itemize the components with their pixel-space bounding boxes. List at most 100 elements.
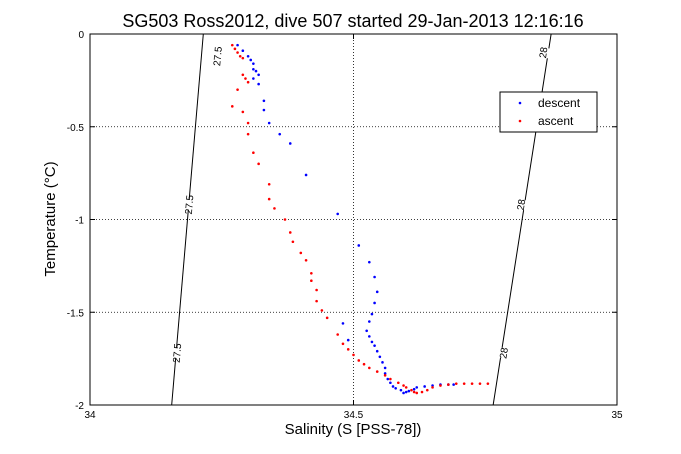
descent-point — [423, 385, 426, 388]
ascent-point — [238, 54, 242, 58]
ascent-point — [267, 197, 271, 201]
legend: descent ascent — [499, 91, 598, 133]
descent-point — [399, 388, 403, 392]
descent-point — [370, 312, 374, 316]
ascent-point — [402, 384, 405, 387]
descent-point — [402, 391, 405, 395]
ascent-point — [246, 121, 250, 125]
ascent-point — [310, 279, 313, 283]
legend-box — [499, 91, 598, 133]
descent-point — [336, 212, 339, 216]
ascent-point — [315, 299, 318, 303]
ascent-point — [325, 316, 329, 320]
descent-point — [278, 132, 282, 136]
descent-point — [246, 54, 250, 58]
ascent-point — [341, 342, 345, 346]
ascent-point — [310, 271, 313, 275]
descent-point — [404, 390, 408, 394]
ascent-point — [375, 370, 379, 373]
ascent-point — [470, 382, 474, 385]
ascent-point — [304, 259, 308, 262]
ascent-point — [315, 288, 318, 292]
descent-point — [412, 387, 416, 391]
descent-point — [375, 349, 379, 353]
descent-point — [389, 381, 392, 385]
ascent-point — [389, 377, 392, 381]
y-tick-label: -1.5 — [67, 308, 85, 319]
ascent-point — [412, 390, 416, 394]
ascent-point — [273, 207, 276, 210]
ascent-point — [336, 333, 339, 336]
descent-point — [346, 338, 350, 342]
x-tick-label: 34.5 — [344, 410, 364, 421]
descent-point — [370, 340, 374, 344]
ascent-point — [244, 77, 247, 80]
ascent-point — [257, 162, 260, 166]
grid — [90, 34, 617, 405]
ascent-point — [320, 309, 324, 312]
descent-point — [373, 301, 376, 305]
descent-point — [357, 244, 361, 247]
descent-point — [394, 387, 397, 390]
descent-point — [431, 384, 434, 387]
data-points — [230, 43, 490, 395]
isopycnal-label: 28 — [498, 346, 511, 359]
ascent-point — [357, 359, 361, 362]
ascent-point — [368, 366, 371, 370]
descent-point — [373, 275, 376, 279]
ascent-point — [462, 382, 466, 385]
isopycnal-label-bg — [491, 346, 517, 360]
ascent-point — [291, 240, 295, 244]
descent-point — [254, 69, 258, 73]
isopycnal-label: 28 — [516, 198, 529, 211]
legend-ascent-marker — [518, 119, 522, 123]
ascent-point — [486, 382, 490, 385]
y-axis-label: Temperature (°C) — [42, 161, 59, 276]
y-tick-label: -0.5 — [67, 123, 85, 134]
descent-point — [373, 344, 376, 347]
ascent-point — [383, 374, 387, 377]
legend-descent-label: descent — [538, 96, 581, 110]
descent-point — [257, 73, 260, 77]
ascent-point — [236, 88, 239, 91]
ascent-point — [241, 73, 245, 77]
legend-descent-marker — [518, 101, 522, 105]
ascent-point — [288, 231, 292, 234]
chart-title: SG503 Ross2012, dive 507 started 29-Jan-… — [122, 11, 583, 31]
descent-point — [368, 260, 371, 264]
descent-point — [378, 355, 382, 359]
ascent-point — [415, 391, 419, 395]
ascent-point — [362, 362, 366, 366]
ascent-point — [431, 386, 434, 389]
isopycnal-label-bg — [508, 197, 534, 212]
descent-point — [383, 372, 387, 375]
descent-point — [375, 290, 379, 294]
isopycnal-line — [171, 33, 204, 406]
ascent-point — [246, 132, 250, 136]
descent-point — [341, 322, 345, 325]
y-tick-label: 0 — [78, 30, 84, 41]
descent-point — [262, 108, 266, 112]
isopycnal-label: 27.5 — [212, 46, 225, 67]
y-tick-label: -2 — [75, 401, 84, 412]
descent-point — [241, 49, 245, 52]
descent-point — [236, 43, 239, 47]
ascent-point — [299, 251, 303, 255]
descent-point — [386, 377, 390, 381]
ascent-point — [230, 105, 234, 108]
ascent-point — [396, 381, 400, 385]
isopycnal-label-bg — [530, 45, 556, 60]
descent-point — [267, 121, 271, 125]
isopycnal-label: 27.5 — [184, 194, 197, 215]
ascent-point — [241, 110, 245, 114]
descent-point — [304, 173, 308, 177]
ascent-point — [425, 388, 429, 392]
x-axis-label: Salinity (S [PSS-78]) — [285, 421, 422, 438]
ascent-point — [478, 382, 482, 385]
isopycnal-label-bg — [176, 198, 202, 211]
descent-point — [252, 62, 255, 65]
axis-ticks: 34 34.5 35 0 -0.5 -1 -1.5 -2 — [67, 30, 623, 421]
ascent-point — [267, 182, 271, 186]
ascent-point — [420, 390, 424, 394]
